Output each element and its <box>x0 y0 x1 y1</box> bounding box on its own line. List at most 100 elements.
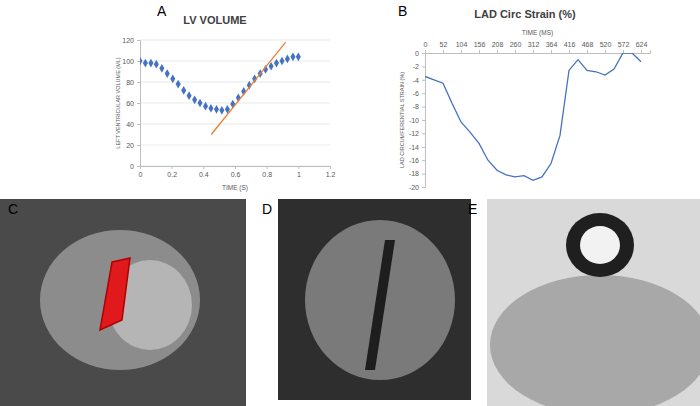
tick-label: 572 <box>618 41 630 48</box>
tick-mark <box>422 80 425 81</box>
plot-area <box>140 42 301 134</box>
tick-label: 60 <box>126 100 134 107</box>
tick-mark <box>137 124 140 125</box>
data-point <box>170 74 175 83</box>
tick-mark <box>422 93 425 94</box>
tick-label: -4 <box>413 77 419 84</box>
tick-label: -14 <box>409 144 419 151</box>
chart-title: LAD Circ Strain (%) <box>474 8 576 20</box>
tick-label: -10 <box>409 117 419 124</box>
tick-label: -20 <box>409 184 419 191</box>
tick-label: 80 <box>126 79 134 86</box>
tick-label: -16 <box>409 157 419 164</box>
tick-mark <box>422 133 425 134</box>
tick-label: 468 <box>582 41 594 48</box>
axis-line <box>426 50 651 54</box>
tick-mark <box>172 166 173 169</box>
tick-label: 1.2 <box>326 171 336 178</box>
x-axis-title: TIME (MS) <box>522 29 553 37</box>
tick: 100 <box>122 58 140 65</box>
data-point <box>159 64 164 73</box>
chart: 00.20.40.60.811.2020406080100120LV VOLUM… <box>115 14 335 192</box>
tick: 104 <box>456 41 468 53</box>
tick-mark <box>587 50 588 53</box>
tick-label: 520 <box>600 41 612 48</box>
tick: 364 <box>546 41 558 53</box>
tick: 0 <box>139 166 143 178</box>
grid-line <box>140 124 330 125</box>
data-point <box>143 59 148 68</box>
tick-mark <box>497 50 498 53</box>
y-axis: 0-2-4-6-8-10-12-14-16-18-20 <box>409 50 426 191</box>
mri-cavity-e <box>580 226 620 264</box>
tick: 468 <box>582 41 594 53</box>
tick: 0 <box>415 50 425 57</box>
tick: 260 <box>510 41 522 53</box>
data-point <box>154 60 159 69</box>
tick-mark <box>137 61 140 62</box>
trend-line <box>211 42 285 134</box>
tick-mark <box>533 50 534 53</box>
tick-label: 120 <box>122 37 134 44</box>
tick-mark <box>137 82 140 83</box>
tick-mark <box>425 50 426 53</box>
tick-mark <box>443 50 444 53</box>
tick: -10 <box>409 117 425 124</box>
tick-mark <box>137 145 140 146</box>
tick-mark <box>137 103 140 104</box>
mri-body-e <box>490 275 700 406</box>
tick: 52 <box>440 41 448 53</box>
data-point <box>148 59 153 68</box>
tick: -20 <box>409 184 425 191</box>
tick-label: -18 <box>409 170 419 177</box>
tick: 60 <box>126 100 140 107</box>
tick-label: 0 <box>130 163 134 170</box>
x-axis: 052104156208260312364416468520572624 <box>424 41 651 54</box>
data-point <box>280 57 285 66</box>
data-point <box>140 57 143 66</box>
data-point <box>274 59 279 68</box>
roi-outline <box>100 258 130 330</box>
data-point <box>296 52 301 61</box>
tick-label: 364 <box>546 41 558 48</box>
tick-mark <box>422 147 425 148</box>
grid-line <box>140 82 330 83</box>
x-axis-title: TIME (S) <box>222 184 248 192</box>
tick-mark <box>461 50 462 53</box>
tick: 156 <box>474 41 486 53</box>
tick-label: 104 <box>456 41 468 48</box>
tick-mark <box>422 66 425 67</box>
grid <box>140 40 330 166</box>
panel-label: A <box>157 3 167 19</box>
tick: 1 <box>297 166 301 178</box>
tick-mark <box>551 50 552 53</box>
tick-label: 0 <box>139 171 143 178</box>
data-line <box>425 53 641 180</box>
x-axis: 0 0.2 0.4 0.6 0.8 1 1.2 <box>139 166 336 178</box>
tick: 120 <box>122 37 140 44</box>
tick: 0.2 <box>167 166 177 178</box>
tick-mark <box>479 50 480 53</box>
tick-label: 1 <box>297 171 301 178</box>
tick-mark <box>515 50 516 53</box>
tick-mark <box>330 166 331 169</box>
data-point <box>214 105 219 114</box>
tick-label: -12 <box>409 130 419 137</box>
tick: 0.8 <box>262 166 272 178</box>
tick: 0.4 <box>199 166 209 178</box>
tick: 0.6 <box>231 166 241 178</box>
tick-mark <box>137 40 140 41</box>
tick-label: 208 <box>492 41 504 48</box>
tick-mark <box>422 107 425 108</box>
tick-label: 0.2 <box>167 171 177 178</box>
tick-label: 624 <box>636 41 648 48</box>
image-panels <box>0 199 700 406</box>
mri-heart-c <box>40 230 200 370</box>
tick: -4 <box>413 77 425 84</box>
mri-heart-e <box>566 213 634 277</box>
tick-label: 312 <box>528 41 540 48</box>
tick: -16 <box>409 157 425 164</box>
y-axis-title: LEFT VENTRICULAR VOLUME (ML) <box>115 57 121 148</box>
tick: 20 <box>126 142 140 149</box>
tick-label: -6 <box>413 90 419 97</box>
